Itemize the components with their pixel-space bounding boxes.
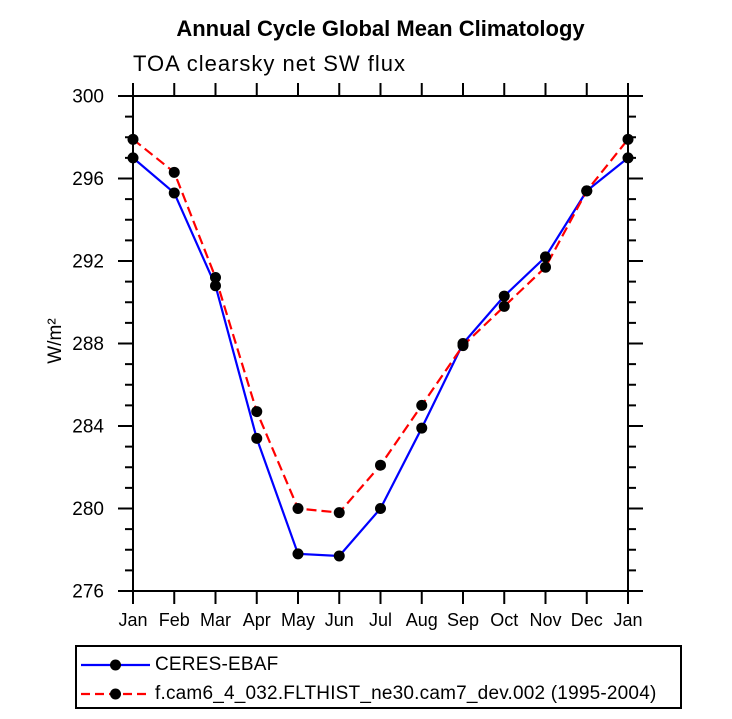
legend-line-sample-solid (81, 659, 150, 671)
data-point-series-1 (581, 185, 593, 197)
legend-label-ceres: CERES-EBAF (155, 654, 279, 675)
x-tick-label: Sep (447, 610, 479, 630)
legend-line-sample-dashed (81, 688, 150, 700)
legend-item-model: f.cam6_4_032.FLTHIST_ne30.cam7_dev.002 (… (81, 683, 657, 705)
data-point-series-1 (127, 133, 139, 145)
x-tick-label: Aug (406, 610, 438, 630)
x-tick-label: Jan (118, 610, 147, 630)
data-point-series-0 (498, 290, 510, 302)
data-point-series-0 (540, 251, 551, 263)
x-tick-label: Apr (243, 610, 271, 630)
y-tick-label: 276 (72, 582, 104, 603)
legend-item-ceres: CERES-EBAF (81, 654, 278, 676)
y-tick-label: 288 (72, 334, 104, 355)
data-point-series-1 (540, 261, 551, 273)
y-tick-label: 280 (72, 499, 104, 520)
x-tick-label: Feb (159, 610, 190, 630)
chart-subtitle: TOA clearsky net SW flux (133, 51, 407, 76)
legend-label-model: f.cam6_4_032.FLTHIST_ne30.cam7_dev.002 (… (155, 683, 657, 704)
x-tick-label: May (281, 610, 315, 630)
data-point-series-1 (210, 272, 221, 283)
x-tick-label: Jun (325, 610, 354, 630)
axis-frame (132, 95, 629, 592)
series-line-0 (132, 157, 629, 558)
x-tick-label: Mar (200, 610, 231, 630)
data-point-series-0 (251, 432, 263, 444)
data-point-series-1 (168, 166, 180, 178)
x-tick-label: Nov (529, 610, 561, 630)
data-point-series-0 (333, 550, 345, 562)
data-point-series-0 (416, 422, 428, 434)
y-tick-label: 300 (72, 87, 104, 108)
data-point-series-1 (333, 507, 345, 519)
legend-box: CERES-EBAF f.cam6_4_032.FLTHIST_ne30.cam… (75, 645, 682, 709)
data-point-series-0 (292, 548, 304, 560)
data-point-series-1 (457, 340, 469, 352)
data-point-series-1 (292, 503, 304, 514)
chart-title: Annual Cycle Global Mean Climatology (176, 16, 585, 41)
data-point-series-1 (416, 399, 428, 411)
data-point-series-0 (375, 503, 386, 514)
data-point-series-1 (375, 459, 386, 471)
y-tick-label: 296 (72, 169, 104, 190)
data-point-series-1 (251, 406, 263, 418)
data-point-series-0 (622, 152, 634, 164)
data-point-series-0 (210, 280, 221, 292)
x-tick-label: Oct (490, 610, 518, 630)
data-point-series-0 (127, 152, 139, 164)
y-tick-label: 292 (72, 252, 104, 273)
y-tick-label: 284 (72, 417, 104, 438)
x-tick-label: Jan (613, 610, 642, 630)
x-tick-label: Dec (571, 610, 603, 630)
x-tick-label: Jul (369, 610, 392, 630)
data-point-series-0 (168, 187, 180, 199)
series-line-1 (132, 138, 629, 514)
data-point-series-1 (498, 300, 510, 312)
data-point-series-1 (622, 133, 634, 145)
